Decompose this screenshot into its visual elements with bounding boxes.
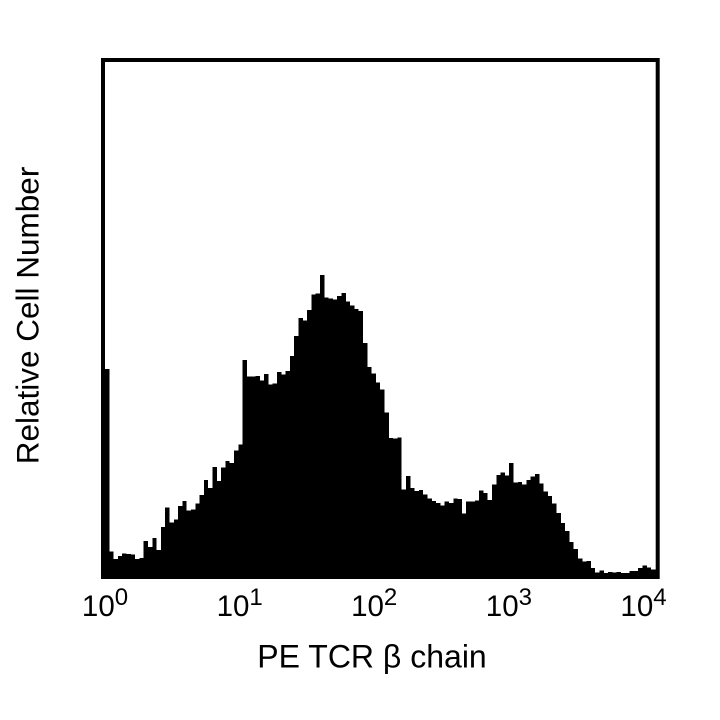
svg-text:104: 104 [620,584,666,623]
svg-text:Relative Cell Number: Relative Cell Number [10,167,46,465]
svg-text:100: 100 [82,584,128,623]
svg-text:PE TCR β chain: PE TCR β chain [257,639,486,675]
